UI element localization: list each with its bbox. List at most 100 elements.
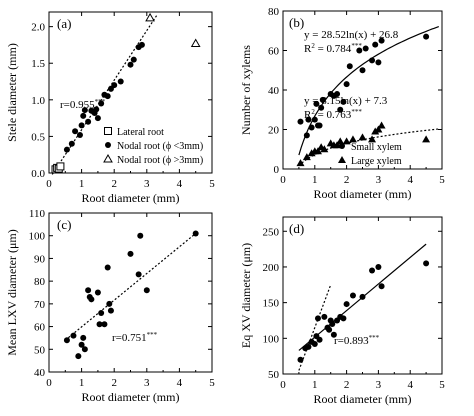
data-point: [70, 332, 77, 339]
panel-label: (c): [57, 217, 71, 232]
data-point: [190, 38, 201, 47]
data-point: [319, 96, 326, 103]
data-point: [359, 293, 366, 300]
y-tick-label: 60: [268, 46, 280, 58]
data-point: [329, 321, 336, 328]
x-tick-label: 0: [46, 377, 52, 389]
data-point: [346, 63, 353, 70]
data-point: [143, 287, 150, 294]
data-point: [358, 133, 367, 141]
y-tick-label: 2.0: [31, 22, 45, 34]
y-tick-label: 90: [34, 253, 46, 265]
panel-b: 0 1 2 3 4 5 0 20 40 60 80 Root diameter (mm) Number …: [239, 6, 445, 201]
x-axis-label: Root diameter (mm): [314, 187, 412, 201]
data-point: [377, 121, 386, 129]
data-point: [75, 353, 82, 360]
legend-marker: [338, 156, 346, 163]
data-point: [106, 300, 113, 307]
data-point: [356, 47, 363, 54]
data-point: [85, 118, 92, 125]
x-tick-label: 4: [177, 178, 183, 190]
data-point: [127, 250, 134, 257]
data-point: [76, 131, 83, 138]
data-point: [340, 98, 347, 105]
data-point: [311, 341, 318, 348]
data-point: [138, 41, 145, 48]
panel-a: 0 1 2 3 4 5 0.0 0.5 1.0 1.5 2.0 Root diameter (mm) S…: [5, 11, 215, 205]
data-point: [104, 93, 111, 100]
x-tick-label: 0: [280, 379, 286, 391]
data-point: [348, 135, 357, 143]
data-point: [94, 289, 101, 296]
data-point: [302, 153, 311, 161]
x-tick-label: 3: [376, 379, 382, 391]
data-point: [130, 56, 137, 63]
data-point: [337, 106, 344, 113]
data-point: [334, 90, 341, 97]
x-tick-label: 1: [312, 379, 318, 391]
data-point: [135, 271, 142, 278]
data-point: [63, 337, 70, 344]
regression-equation: y = 28.52ln(x) + 26.8: [304, 29, 399, 41]
data-point: [340, 315, 347, 322]
data-point: [423, 260, 430, 267]
panel-c: 0 1 2 3 4 5 40 50 60 70 80 90 100 110 Root diameter (m…: [5, 208, 215, 404]
data-point: [111, 82, 118, 89]
x-tick-label: 3: [144, 178, 150, 190]
legend: Lateral root Nodal root (ϕ <3mm) Nodal roo…: [103, 127, 203, 166]
x-tick-label: 5: [439, 174, 445, 186]
trendline-solid: [298, 26, 439, 156]
y-tick-label: 50: [268, 369, 280, 381]
trendline-dotted: [298, 128, 439, 167]
data-point: [378, 37, 385, 44]
x-axis-label: Root diameter (mm): [82, 390, 180, 404]
legend-label: Lateral root: [117, 127, 164, 138]
x-axis-label: Root diameter (mm): [82, 191, 180, 205]
data-point: [305, 343, 312, 350]
data-point: [343, 301, 350, 308]
data-point: [296, 159, 305, 167]
data-point: [107, 307, 114, 314]
legend-label: Nodal root (ϕ >3mm): [117, 155, 203, 166]
data-point: [369, 267, 376, 274]
x-axis-label: Root diameter (mm): [314, 392, 412, 406]
data-point: [349, 292, 356, 299]
data-point: [98, 309, 105, 316]
data-point: [93, 106, 100, 113]
y-axis-label: Stele diameter (mm): [5, 43, 19, 142]
y-tick-label: 20: [268, 125, 280, 137]
x-tick-label: 1: [79, 178, 85, 190]
y-axis-label: Mean LXV diameter (μm): [5, 229, 19, 356]
data-point: [96, 321, 103, 328]
data-point: [362, 45, 369, 52]
data-point: [303, 132, 310, 139]
data-point: [192, 230, 199, 237]
data-point: [81, 346, 88, 353]
data-point: [368, 135, 377, 143]
data-point: [104, 264, 111, 271]
x-tick-label: 0: [280, 174, 286, 186]
y-tick-label: 70: [34, 299, 46, 311]
data-point: [56, 162, 65, 171]
data-point: [81, 107, 88, 114]
y-tick-label: 250: [263, 226, 280, 238]
correlation-annotation: r=0.893***: [334, 334, 380, 347]
data-point: [127, 61, 134, 68]
data-point: [330, 331, 337, 338]
data-point: [80, 334, 87, 341]
y-tick-label: 0.0: [31, 168, 45, 180]
data-point: [318, 104, 325, 111]
x-tick-label: 4: [407, 379, 413, 391]
legend-marker: [105, 142, 111, 148]
x-tick-label: 3: [144, 377, 150, 389]
data-point: [342, 137, 351, 145]
plot-frame: [48, 212, 213, 373]
x-tick-label: 4: [177, 377, 183, 389]
data-point: [117, 78, 124, 85]
data-point: [137, 232, 144, 239]
y-tick-label: 40: [34, 367, 46, 379]
data-point: [313, 147, 322, 155]
x-tick-label: 5: [439, 379, 445, 391]
x-tick-label: 1: [312, 174, 318, 186]
